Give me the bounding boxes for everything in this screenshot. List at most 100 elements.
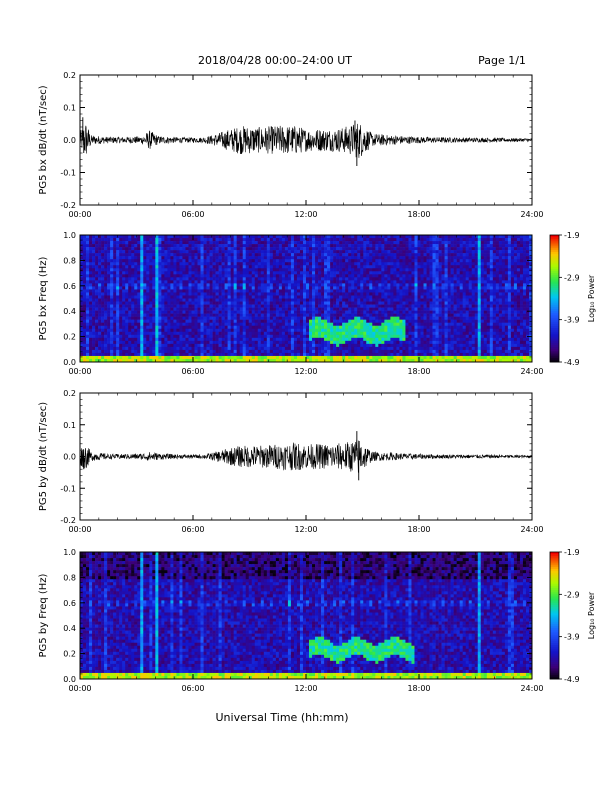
spectrogram-cell (176, 286, 180, 290)
spectrogram-cell (345, 244, 349, 248)
spectrogram-cell (275, 280, 280, 284)
spectrogram-cell (309, 358, 313, 363)
spectrogram-cell (221, 265, 225, 269)
spectrogram-cell (182, 307, 186, 311)
spectrogram-cell (80, 295, 84, 299)
spectrogram-cell (348, 283, 352, 287)
spectrogram-cell (215, 325, 219, 330)
spectrogram-cell (143, 310, 147, 314)
spectrogram-cell (381, 304, 385, 308)
spectrogram-cell (125, 259, 129, 263)
spectrogram-cell (167, 340, 171, 345)
spectrogram-cell (348, 235, 352, 239)
spectrogram-cell (402, 313, 406, 317)
spectrogram-cell (86, 358, 90, 363)
spectrogram-cell (173, 259, 177, 263)
spectrogram-cell (378, 340, 382, 345)
spectrogram-cell (116, 343, 120, 348)
spectrogram-cell (426, 247, 430, 251)
spectrogram-cell (215, 340, 219, 345)
spectrogram-cell (158, 238, 162, 242)
spectrogram-cell (284, 271, 289, 275)
spectrogram-cell (284, 301, 289, 305)
spectrogram-cell (336, 328, 340, 333)
spectrogram-cell (179, 322, 183, 327)
spectrogram-cell (119, 316, 123, 320)
spectrogram-cell (396, 298, 400, 302)
spectrogram-cell (309, 280, 313, 284)
spectrogram-cell (333, 262, 337, 266)
spectrogram-cell (191, 313, 195, 317)
spectrogram-cell (212, 301, 216, 305)
spectrogram-cell (384, 349, 388, 354)
spectrogram-cell (86, 322, 90, 327)
spectrogram-cell (215, 268, 219, 272)
spectrogram-cell (309, 322, 313, 327)
spectrogram-cell (116, 241, 120, 245)
spectrogram-cell (299, 301, 304, 305)
spectrogram-cell (212, 340, 216, 345)
spectrogram-cell (357, 331, 361, 336)
spectrogram-cell (239, 280, 244, 284)
spectrogram-cell (221, 277, 225, 281)
spectrogram-cell (110, 343, 114, 348)
spectrogram-cell (381, 310, 385, 314)
spectrogram-cell (405, 238, 409, 242)
spectrogram-cell (378, 286, 382, 290)
spectrogram-cell (284, 358, 289, 363)
spectrogram-cell (155, 259, 159, 263)
spectrogram-cell (173, 358, 177, 363)
spectrogram-cell (164, 343, 168, 348)
spectrogram-cell (200, 352, 204, 357)
spectrogram-cell (384, 265, 388, 269)
spectrogram-cell (248, 319, 253, 323)
spectrogram-cell (375, 241, 379, 245)
spectrogram-cell (324, 244, 328, 248)
spectrogram-cell (236, 241, 240, 245)
spectrogram-cell (95, 265, 99, 269)
spectrogram-cell (95, 238, 99, 242)
spectrogram-cell (296, 295, 301, 299)
spectrogram-cell (206, 313, 210, 317)
spectrogram-cell (290, 310, 295, 314)
spectrogram-cell (378, 319, 382, 323)
spectrogram-cell (306, 286, 310, 290)
spectrogram-cell (312, 247, 316, 251)
spectrogram-cell (89, 295, 93, 299)
spectrogram-cell (390, 259, 394, 263)
spectrogram-cell (366, 319, 370, 323)
spectrogram-cell (342, 289, 346, 293)
spectrogram-cell (161, 274, 165, 278)
spectrogram-cell (393, 265, 397, 269)
spectrogram-cell (372, 301, 376, 305)
spectrogram-cell (227, 262, 231, 266)
spectrogram-cell (315, 310, 319, 314)
spectrogram-cell (402, 352, 406, 357)
spectrogram-cell (245, 340, 250, 345)
spectrogram-cell (284, 265, 289, 269)
spectrogram-cell (149, 298, 153, 302)
spectrogram-cell (101, 250, 105, 254)
spectrogram-cell (218, 289, 222, 293)
spectrogram-cell (197, 280, 201, 284)
spectrogram-cell (236, 289, 240, 293)
spectrogram-cell (173, 355, 177, 360)
spectrogram-cell (336, 346, 340, 351)
spectrogram-cell (194, 277, 198, 281)
spectrogram-cell (191, 328, 195, 333)
spectrogram-cell (260, 352, 265, 357)
spectrogram-cell (173, 241, 177, 245)
spectrogram-cell (185, 307, 189, 311)
spectrogram-cell (203, 313, 207, 317)
spectrogram-cell (321, 289, 325, 293)
spectrogram-cell (260, 253, 265, 257)
spectrogram-cell (402, 250, 406, 254)
spectrogram-cell (164, 253, 168, 257)
spectrogram-cell (366, 298, 370, 302)
spectrogram-cell (339, 274, 343, 278)
spectrogram-cell (375, 283, 379, 287)
spectrogram-cell (140, 298, 144, 302)
spectrogram-cell (357, 286, 361, 290)
spectrogram-cell (299, 259, 304, 263)
spectrogram-cell (161, 331, 165, 336)
